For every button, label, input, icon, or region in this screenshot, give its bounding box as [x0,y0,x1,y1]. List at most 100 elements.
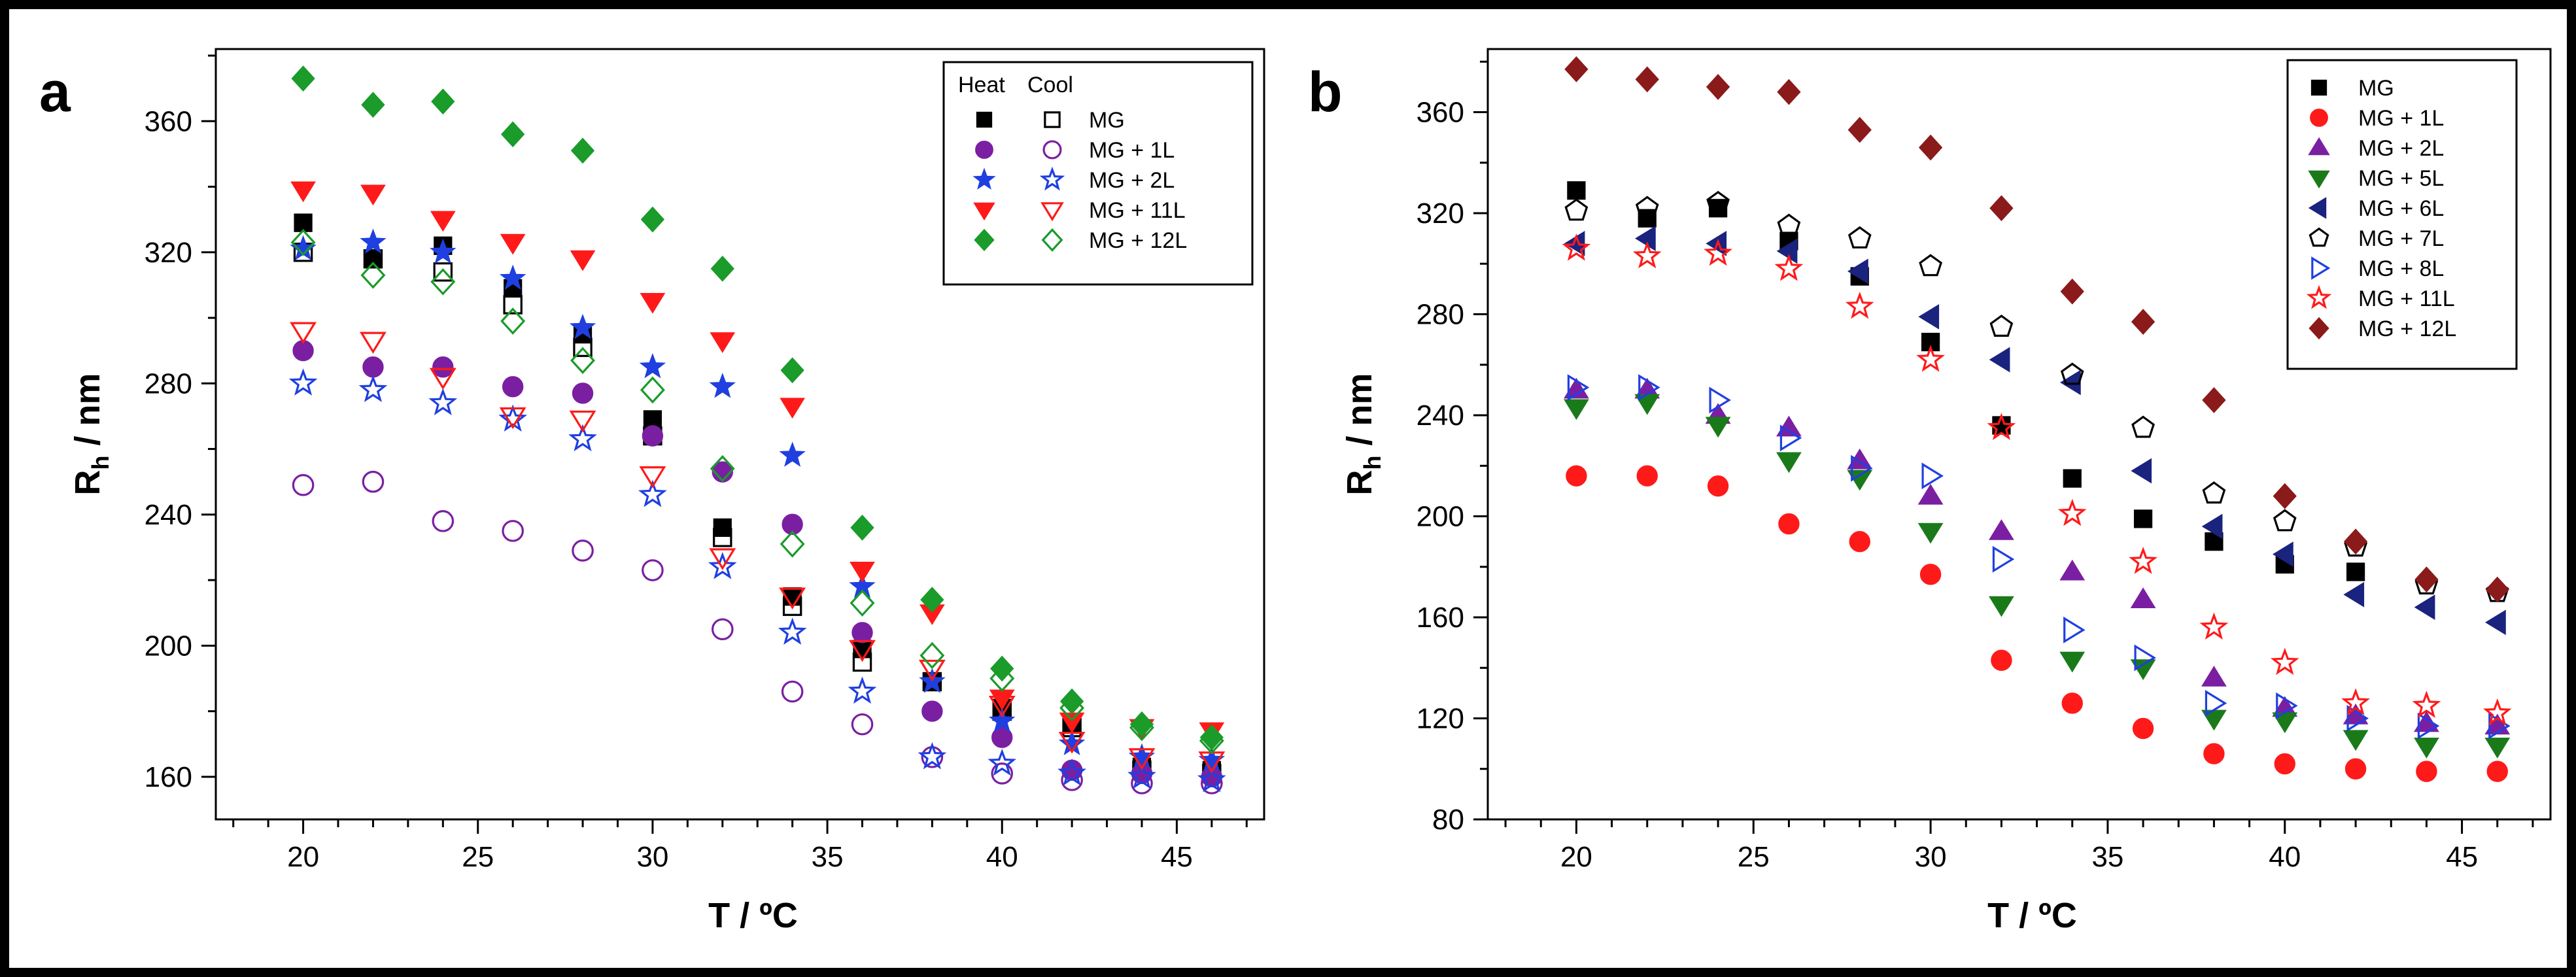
data-point [2063,616,2086,643]
data-point [503,295,523,315]
y-axis-title-unit: / nm [1340,373,1379,455]
data-point [642,425,664,447]
data-point [1201,772,1223,795]
data-point [640,292,666,314]
data-point [569,410,596,433]
data-point [2344,758,2367,780]
data-point [710,454,735,483]
data-point [988,695,1016,718]
data-point [1128,748,1156,770]
series-mg2l [1564,377,2511,735]
y-axis-title-unit: / nm [68,373,107,455]
data-point [709,548,736,570]
data-point [1779,424,1802,452]
data-point [1059,694,1085,722]
y-tick-label: 80 [1432,804,1464,836]
data-point [1847,258,1868,284]
data-point [1917,483,1944,505]
y-tick-label: 280 [1417,299,1464,331]
data-point [711,618,734,641]
data-point [1847,116,1872,143]
legend-header-heat: Heat [958,73,1005,97]
data-point [358,375,388,402]
y-axis-title: Rh / nm [1340,373,1386,495]
data-point [2201,665,2227,687]
data-point [1991,649,2012,671]
data-point [1778,513,1800,535]
data-point [991,763,1014,785]
data-point [919,642,945,670]
data-point [1989,195,2014,222]
data-point [713,518,732,537]
data-point [2416,761,2437,782]
data-point [1776,238,1798,264]
series-mg2l-cool [288,368,1226,793]
data-point [989,664,1015,693]
x-tick-label: 45 [1161,841,1193,873]
data-point [921,700,943,722]
data-point [989,707,1016,732]
data-point [1847,470,1873,491]
data-point [2134,644,2156,672]
legend-label: MG + 7L [2358,226,2444,251]
data-point [2417,712,2440,740]
data-point [499,407,526,430]
data-point [2131,415,2155,438]
data-point [1707,475,1729,497]
legend-label: MG + 8L [2358,256,2444,281]
data-point [500,307,526,335]
data-point [1635,196,1659,218]
legend-marker-heat [974,228,995,252]
data-point [572,540,594,562]
data-point [781,680,804,703]
data-point [2202,481,2226,504]
data-point [2130,587,2156,608]
y-tick-label: 200 [145,630,192,662]
data-point [1199,727,1224,755]
data-point [2341,688,2370,715]
data-point [500,233,526,255]
data-point [918,659,946,682]
legend-marker-cool [1042,140,1062,160]
series-mg1l [1566,465,2508,782]
series-mg-heat [294,213,1221,780]
x-tick-label: 35 [2091,841,2123,873]
legend-label: MG [2358,76,2394,101]
data-point [292,473,315,496]
y-axis-title: Rh / nm [68,373,114,495]
data-point [2059,559,2086,581]
data-point [432,356,454,378]
data-point [288,368,318,396]
data-point [570,250,596,271]
data-point [1567,374,1590,402]
x-tick-label: 20 [1560,841,1592,873]
data-point [501,121,525,148]
series-mg12l-heat [291,65,1224,751]
data-point [430,268,456,296]
legend-label: MG + 1L [1089,138,1175,163]
legend-label: MG + 12L [2358,317,2456,341]
series-mg1l-cool [292,470,1223,795]
data-point [429,368,456,390]
plot-area [215,48,1265,821]
series-mg1l-heat [292,339,1223,788]
legend-marker-heat [975,141,993,159]
data-point [431,88,455,115]
data-point [362,470,385,493]
data-point [360,184,386,206]
data-point [850,514,874,541]
data-point [569,313,596,339]
data-point [991,727,1013,748]
data-point [1632,241,1662,269]
data-point [851,713,874,736]
data-point [2133,509,2153,528]
data-point [360,262,386,289]
data-point [713,528,732,547]
data-point [1851,454,1873,482]
data-point [780,357,804,384]
data-point [568,424,597,452]
data-point [2060,369,2081,396]
data-point [2343,730,2369,751]
data-point [570,137,595,164]
data-point [1776,415,1802,437]
